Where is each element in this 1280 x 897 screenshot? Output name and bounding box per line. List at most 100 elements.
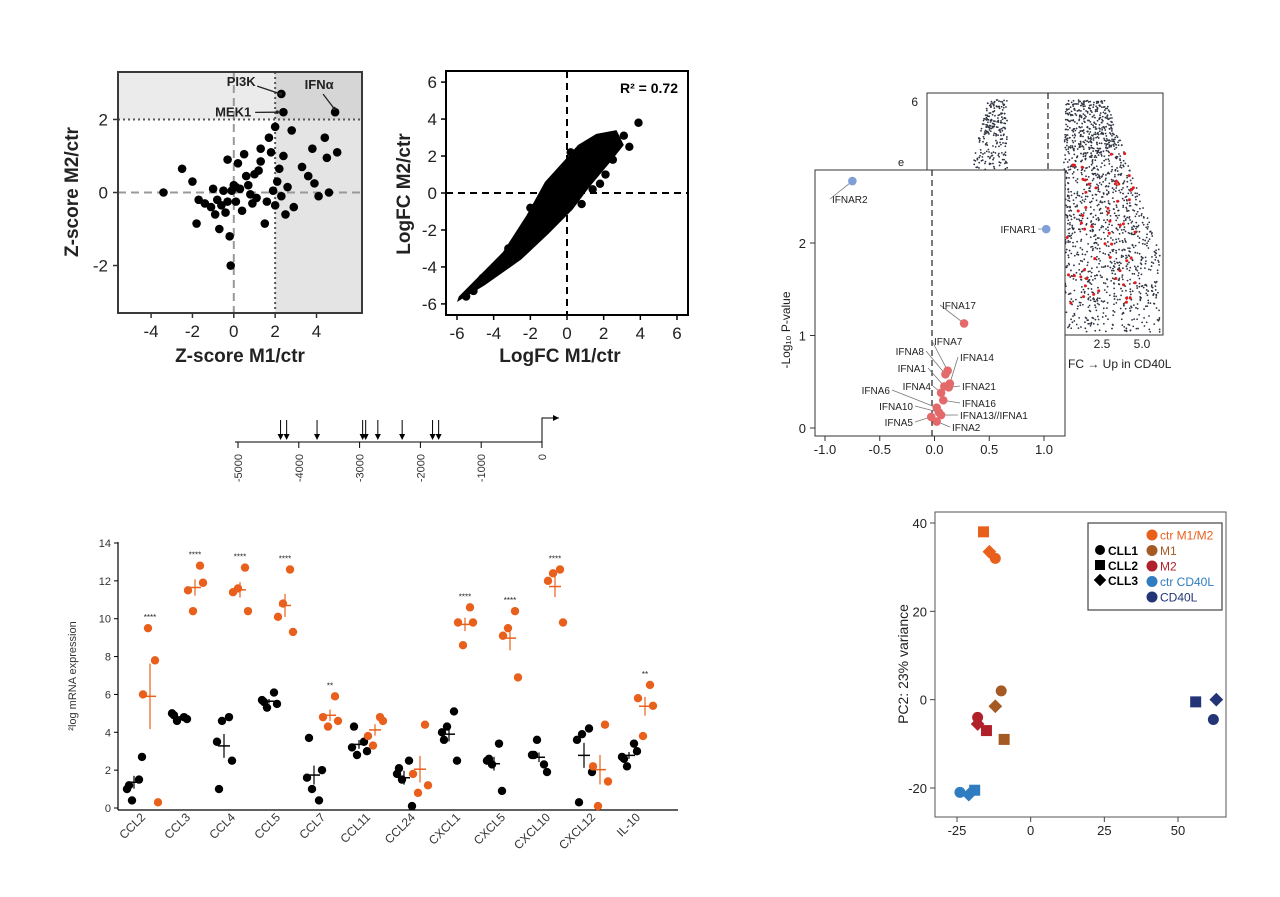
background-point xyxy=(1078,219,1081,222)
background-point xyxy=(1132,304,1135,307)
background-point xyxy=(1099,207,1102,210)
data-point xyxy=(461,292,471,301)
background-point xyxy=(1099,274,1102,277)
background-point xyxy=(1117,283,1120,285)
background-point xyxy=(1098,297,1101,300)
background-point xyxy=(1097,154,1100,156)
background-point xyxy=(1080,219,1083,222)
x-tick-label: 25 xyxy=(1097,823,1111,838)
background-point xyxy=(998,113,1001,116)
background-point xyxy=(1100,238,1103,240)
background-point xyxy=(1111,327,1113,330)
background-point xyxy=(1100,131,1103,134)
highlighted-point xyxy=(1097,289,1101,293)
background-point xyxy=(1101,201,1103,204)
background-point xyxy=(1107,139,1109,142)
background-point xyxy=(1082,148,1085,151)
background-point xyxy=(1098,177,1101,180)
data-point xyxy=(153,798,163,807)
background-point xyxy=(1111,165,1113,168)
highlighted-point xyxy=(1084,205,1088,209)
x-tick-label: 0 xyxy=(229,322,238,341)
point-label: IFNA16 xyxy=(962,399,996,410)
background-point xyxy=(1096,173,1099,176)
background-point xyxy=(994,145,997,148)
background-point xyxy=(1135,306,1137,309)
data-point xyxy=(233,584,243,593)
background-point xyxy=(1104,116,1107,119)
background-point xyxy=(1069,106,1072,109)
background-point xyxy=(1154,289,1157,291)
background-point xyxy=(1098,142,1101,145)
background-point xyxy=(1106,226,1109,229)
background-point xyxy=(1081,126,1083,128)
data-point xyxy=(485,268,495,277)
background-point xyxy=(1106,278,1109,281)
background-point xyxy=(1102,312,1105,314)
background-point xyxy=(1075,196,1078,199)
highlighted-point xyxy=(1082,295,1086,299)
background-point xyxy=(1083,200,1086,203)
highlighted-point xyxy=(1114,179,1118,183)
background-point xyxy=(1072,176,1075,179)
highlighted-point xyxy=(1125,296,1129,300)
data-point xyxy=(378,716,388,726)
background-point xyxy=(1112,191,1115,194)
background-point xyxy=(1105,158,1107,161)
data-point xyxy=(407,801,417,811)
background-point xyxy=(1068,325,1070,328)
pca-ylabel: PC2: 23% variance xyxy=(895,604,911,724)
background-point xyxy=(1095,102,1098,105)
background-point xyxy=(1108,131,1111,134)
background-point xyxy=(1087,101,1090,103)
background-point xyxy=(1139,299,1142,302)
background-point xyxy=(1140,214,1143,217)
background-point xyxy=(1104,132,1107,135)
data-point xyxy=(254,166,263,175)
background-point xyxy=(1118,240,1121,243)
background-point xyxy=(1126,202,1129,205)
background-point xyxy=(1108,223,1111,226)
background-point xyxy=(1092,322,1095,325)
data-point xyxy=(226,261,235,270)
background-point xyxy=(1081,168,1084,171)
background-point xyxy=(1069,120,1071,123)
data-point xyxy=(503,623,513,633)
background-point xyxy=(1085,233,1088,236)
background-point xyxy=(1063,161,1065,164)
background-point xyxy=(1120,262,1122,265)
background-point xyxy=(1109,124,1112,127)
data-point xyxy=(535,222,544,231)
data-point xyxy=(989,552,1001,564)
background-point xyxy=(1106,115,1108,118)
background-point xyxy=(1101,102,1104,105)
y-tick-label: -2 xyxy=(93,257,108,276)
background-point xyxy=(1102,307,1105,310)
background-point xyxy=(1084,139,1087,142)
point-label-leader xyxy=(939,304,965,324)
background-point xyxy=(1087,322,1090,325)
background-point xyxy=(1124,162,1127,165)
background-point xyxy=(1077,253,1080,256)
background-point xyxy=(1080,196,1083,199)
data-point xyxy=(262,197,272,206)
data-point xyxy=(504,244,513,253)
background-point xyxy=(1106,117,1109,119)
data-point xyxy=(217,200,226,210)
background-point xyxy=(980,151,982,154)
background-point xyxy=(982,119,985,122)
background-point xyxy=(1106,241,1109,243)
background-point xyxy=(1084,321,1086,324)
background-point xyxy=(1083,120,1086,123)
legend-group-marker xyxy=(1146,560,1158,572)
background-point xyxy=(1067,128,1069,131)
volcano-ifn-ylabel: -Log₁₀ P-value xyxy=(779,291,793,368)
background-point xyxy=(1091,111,1093,114)
background-point xyxy=(1120,318,1123,321)
background-point xyxy=(1112,179,1115,182)
background-point xyxy=(1091,172,1094,175)
background-point xyxy=(1081,159,1083,162)
background-point xyxy=(1122,181,1125,184)
background-point xyxy=(984,143,987,145)
background-point xyxy=(1096,247,1099,250)
